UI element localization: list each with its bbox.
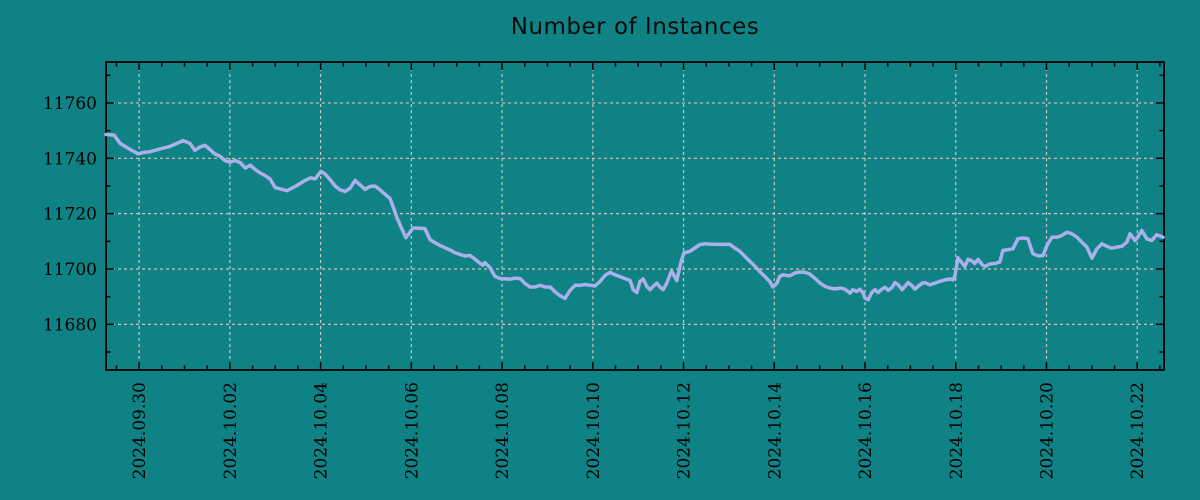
y-tick-label: 11760 — [43, 94, 97, 114]
x-tick-label: 2024.10.04 — [312, 382, 332, 479]
y-tick-labels: 11680 11700 11720 11740 11760 — [43, 94, 97, 335]
x-tick-label: 2024.10.06 — [402, 382, 422, 479]
x-tick-label: 2024.09.30 — [130, 382, 150, 479]
x-tick-labels: 2024.09.30 2024.10.02 2024.10.04 2024.10.06… — [130, 382, 1148, 479]
axes-border — [105, 61, 1165, 371]
data-series — [104, 132, 1165, 302]
x-tick-label: 2024.10.16 — [856, 382, 876, 479]
series-line-instances — [104, 132, 1165, 302]
ticks — [106, 62, 1164, 370]
gridlines — [106, 62, 1164, 370]
x-tick-label: 2024.10.14 — [765, 382, 785, 479]
y-tick-label: 11700 — [43, 260, 97, 280]
chart-title: Number of Instances — [510, 14, 760, 40]
x-tick-label: 2024.10.20 — [1037, 382, 1057, 479]
x-tick-label: 2024.10.08 — [493, 382, 513, 479]
x-tick-label: 2024.10.18 — [947, 382, 967, 479]
x-tick-label: 2024.10.22 — [1128, 382, 1148, 479]
x-tick-label: 2024.10.10 — [584, 382, 604, 479]
y-tick-label: 11720 — [43, 205, 97, 225]
y-tick-label: 11740 — [43, 149, 97, 169]
x-tick-label: 2024.10.02 — [221, 382, 241, 479]
y-tick-label: 11680 — [43, 315, 97, 335]
x-tick-label: 2024.10.12 — [675, 382, 695, 479]
